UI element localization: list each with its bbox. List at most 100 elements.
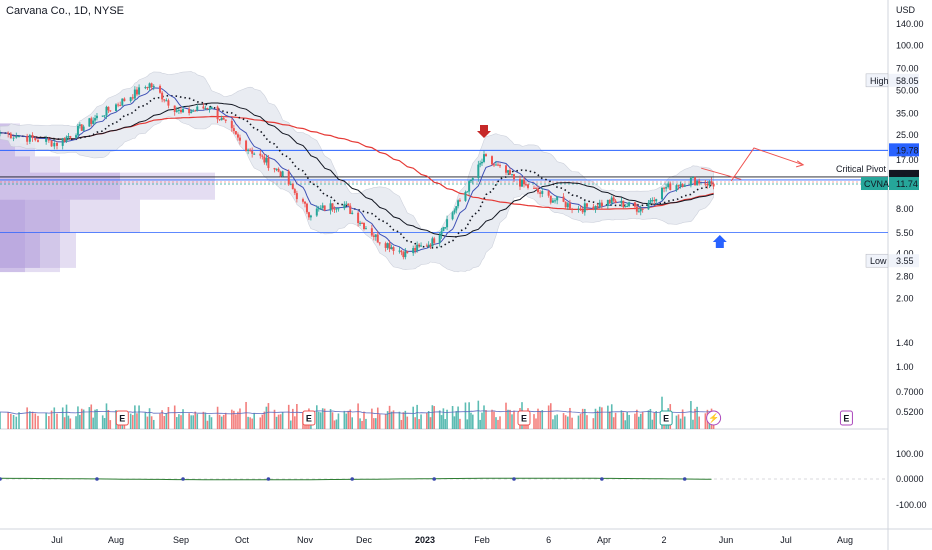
- last-price-tag: 11.74: [896, 179, 918, 189]
- candle-body: [265, 157, 268, 163]
- candle-body: [173, 105, 176, 112]
- price-axis-label: 4.00: [896, 249, 914, 259]
- candle-body: [402, 252, 405, 258]
- candle-body: [109, 110, 112, 112]
- volume-bar: [610, 404, 613, 429]
- volume-bar: [402, 412, 405, 429]
- candle-body: [61, 138, 64, 146]
- volume-bar: [347, 410, 350, 429]
- candle-body: [323, 205, 326, 211]
- candle-body: [606, 199, 609, 206]
- volume-bar: [148, 408, 151, 429]
- candle-body: [497, 164, 499, 166]
- candle-body: [509, 170, 511, 175]
- volume-bar: [12, 414, 15, 429]
- candle-body: [220, 117, 223, 121]
- volume-bar: [287, 404, 290, 429]
- candle-body: [663, 187, 666, 189]
- volume-bar: [491, 409, 493, 429]
- volume-bar: [317, 411, 320, 429]
- volume-bar: [92, 417, 94, 429]
- volume-bar: [453, 416, 456, 429]
- volume-bar: [349, 409, 352, 429]
- candle-body: [351, 212, 354, 215]
- candle-body: [144, 87, 147, 89]
- candle-body: [218, 119, 221, 121]
- candle-body: [388, 243, 391, 250]
- candle-body: [649, 200, 652, 203]
- candle-body: [466, 191, 469, 193]
- time-axis-label: Jul: [780, 535, 792, 545]
- candle-body: [653, 200, 656, 202]
- volume-bar: [607, 405, 609, 429]
- candle-body: [444, 227, 447, 229]
- candle-body: [281, 171, 284, 177]
- candle-body: [357, 212, 360, 224]
- candle-body: [376, 234, 379, 243]
- candle-body: [0, 132, 1, 134]
- candle-body: [712, 183, 715, 187]
- volume-bar: [464, 402, 467, 429]
- volume-bar: [10, 413, 12, 429]
- candle-body: [222, 117, 225, 120]
- volume-bar: [190, 415, 192, 429]
- candle-body: [18, 136, 20, 138]
- volume-bar: [378, 414, 381, 429]
- volume-bar: [159, 413, 161, 429]
- candle-body: [329, 203, 332, 211]
- volume-bar: [80, 408, 83, 429]
- time-axis-label: Dec: [356, 535, 373, 545]
- volume-bar: [29, 411, 31, 429]
- volume-bar: [390, 411, 393, 429]
- volume-bar: [412, 406, 414, 429]
- volume-bar: [562, 413, 565, 429]
- earnings-marker-text: E: [306, 414, 312, 424]
- volume-bar: [323, 408, 326, 429]
- volume-bar: [681, 409, 684, 429]
- volume-bar: [641, 411, 644, 429]
- candle-body: [635, 206, 638, 212]
- volume-bar: [94, 409, 96, 429]
- volume-bar: [337, 413, 340, 429]
- symbol-legend[interactable]: Carvana Co., 1D, NYSE: [6, 5, 124, 17]
- volume-bar: [479, 419, 481, 429]
- candle-body: [698, 180, 701, 184]
- volume-bar: [144, 412, 147, 429]
- volume-bar: [495, 417, 497, 429]
- volume-bar: [539, 410, 541, 429]
- candle-body: [533, 187, 535, 189]
- volume-bar: [624, 420, 627, 429]
- price-axis-label: 5.50: [896, 228, 914, 238]
- bollinger-band: [0, 71, 714, 273]
- candle-body: [90, 118, 93, 124]
- low-tag-bg: [865, 253, 889, 268]
- candle-body: [78, 124, 81, 126]
- candle-body: [681, 184, 684, 187]
- volume-bar: [48, 416, 50, 429]
- candle-body: [123, 98, 126, 102]
- oscillator-axis-label: 100.00: [896, 449, 924, 459]
- volume-bar: [208, 414, 211, 429]
- volume-bar: [440, 415, 443, 429]
- time-axis-label: Jul: [51, 535, 63, 545]
- volume-bar: [222, 414, 225, 429]
- profile-bar-inner: [0, 156, 30, 173]
- volume-bar: [335, 419, 338, 429]
- volume-bar: [7, 412, 9, 429]
- candle-body: [694, 177, 697, 186]
- candle-body: [309, 215, 312, 218]
- candle-body: [190, 111, 193, 114]
- volume-bar: [82, 409, 85, 429]
- volume-bar: [511, 414, 513, 429]
- volume-bar: [96, 409, 98, 429]
- candle-body: [433, 238, 436, 243]
- price-axis-label: 50.00: [896, 85, 919, 95]
- candle-body: [464, 191, 467, 201]
- profile-bar-inner: [0, 232, 40, 268]
- candle-body: [577, 208, 580, 210]
- volume-bar: [329, 409, 332, 429]
- volume-bar: [694, 408, 696, 429]
- volume-bar: [426, 412, 428, 429]
- volume-bar: [655, 411, 657, 429]
